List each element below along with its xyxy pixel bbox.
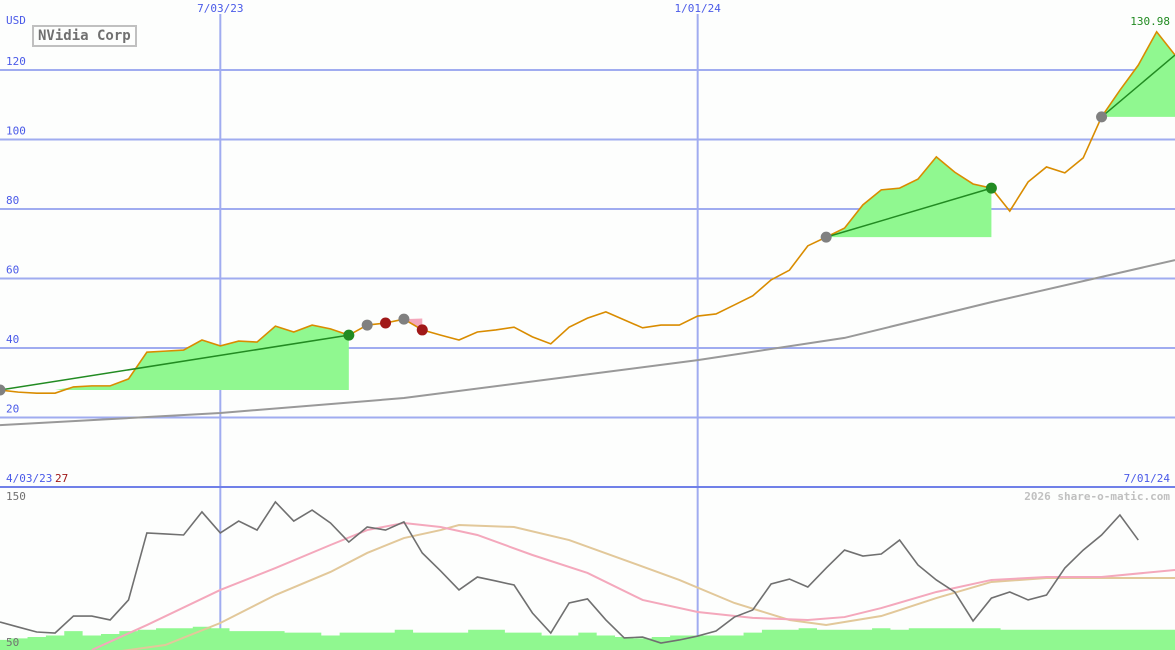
lower-y-tick-label: 50	[6, 636, 19, 649]
chart-title: NVidia Corp	[32, 25, 137, 47]
x-end-label: 7/01/24	[1124, 472, 1171, 485]
oscillator-line	[0, 500, 1139, 644]
x-tick-label: 1/01/24	[674, 2, 721, 15]
volume-bars	[0, 626, 1175, 650]
pink-indicator-line	[91, 521, 1175, 650]
lower-y-tick-label: 150	[6, 490, 26, 503]
signal-marker	[1096, 111, 1108, 123]
y-tick-label: 20	[6, 403, 19, 416]
signal-fill	[0, 325, 349, 391]
x-tick-label: 7/03/23	[197, 2, 243, 15]
price-line	[0, 30, 1175, 394]
signal-marker	[985, 182, 997, 194]
watermark: 2026 share-o-matic.com	[1024, 490, 1170, 503]
signal-marker	[0, 384, 6, 396]
signal-fill	[1101, 31, 1175, 117]
moving-average-line	[0, 259, 1175, 427]
y-tick-label: 100	[6, 125, 26, 138]
signal-marker	[361, 319, 373, 331]
start-value-label: 27	[55, 472, 68, 485]
signal-marker	[416, 324, 428, 336]
currency-label: USD	[6, 14, 26, 27]
y-tick-label: 80	[6, 194, 19, 207]
trend-line	[825, 187, 992, 238]
signal-marker	[820, 231, 832, 243]
trend-line	[0, 334, 349, 391]
last-high-label: 130.98	[1130, 15, 1170, 28]
y-tick-label: 40	[6, 333, 19, 346]
signal-marker	[343, 329, 355, 341]
trend-line	[1101, 54, 1175, 118]
signal-marker	[398, 313, 410, 325]
signal-marker	[380, 317, 392, 329]
x-start-label: 4/03/23	[6, 472, 52, 485]
y-tick-label: 120	[6, 55, 26, 68]
y-tick-label: 60	[6, 264, 19, 277]
signal-fill	[826, 156, 992, 238]
tan-indicator-line	[121, 523, 1175, 650]
